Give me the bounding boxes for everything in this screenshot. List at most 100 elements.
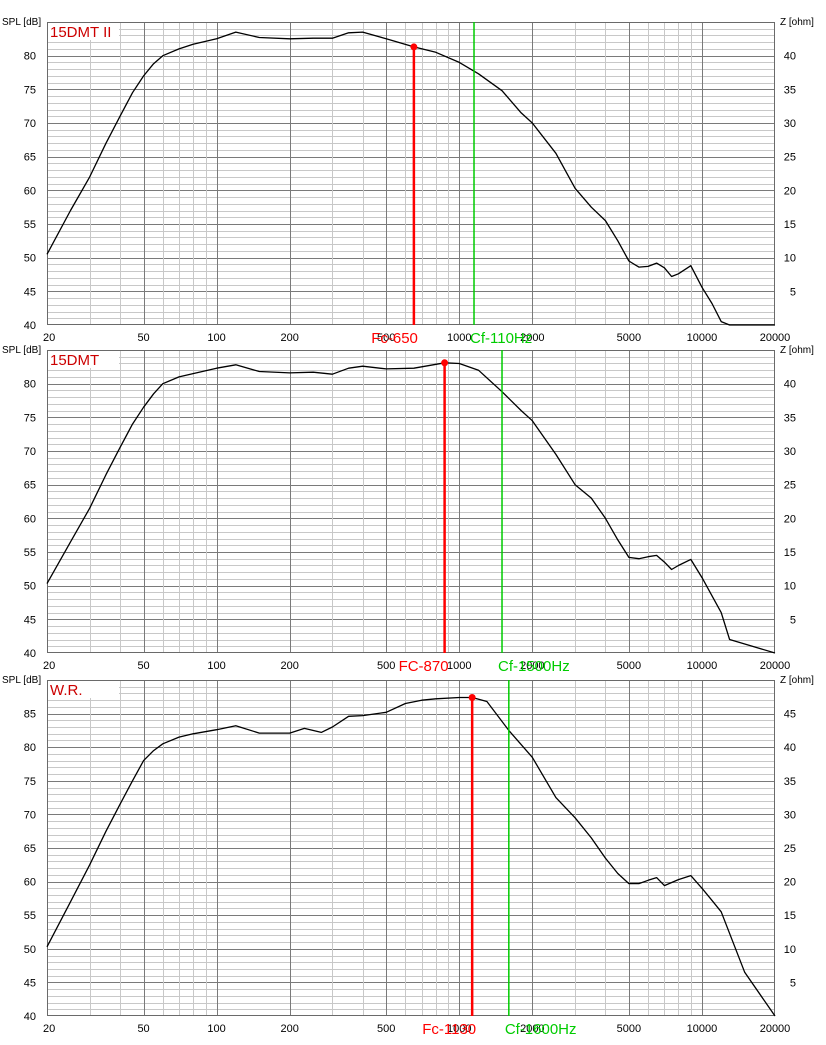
title-box <box>47 680 119 698</box>
y2-axis-label: Z [ohm] <box>780 675 814 686</box>
y-tick-label: 40 <box>24 648 36 660</box>
y-tick-label: 40 <box>24 1011 36 1023</box>
y-tick-label: 45 <box>24 977 36 989</box>
y-tick-label: 45 <box>24 614 36 626</box>
x-tick-label: 20000 <box>760 1023 791 1035</box>
x-tick-label: 5000 <box>617 660 641 672</box>
x-tick-label: 100 <box>207 332 225 344</box>
x-tick-label: 20 <box>43 332 55 344</box>
y-tick-label: 85 <box>24 709 36 721</box>
x-tick-label: 100 <box>207 1023 225 1035</box>
y-tick-label: 45 <box>24 286 36 298</box>
x-tick-label: 1000 <box>447 332 471 344</box>
y-tick-label: 50 <box>24 944 36 956</box>
z-label-box <box>735 22 775 26</box>
y2-tick-label: 25 <box>784 480 796 492</box>
y-tick-label: 50 <box>24 581 36 593</box>
x-tick-label: 200 <box>280 1023 298 1035</box>
y2-axis-label: Z [ohm] <box>780 17 814 28</box>
spl-response-curve <box>46 362 776 654</box>
x-tick-label: 50 <box>137 332 149 344</box>
x-tick-label: 100 <box>207 660 225 672</box>
x-tick-label: 200 <box>280 332 298 344</box>
x-tick-label: 500 <box>377 660 395 672</box>
x-tick-label: 2000 <box>520 1023 544 1035</box>
plot-area <box>47 22 775 325</box>
title-box <box>47 22 119 40</box>
y2-tick-label: 25 <box>784 843 796 855</box>
horizontal-grid <box>47 29 775 319</box>
chart-panel-3: SPL [dB] Z [ohm] 40 45 50 55 60 65 70 75 80 85 5 10 15… <box>2 675 814 1038</box>
x-tick-label: 200 <box>280 660 298 672</box>
y2-tick-label: 5 <box>790 286 796 298</box>
plot-area <box>47 350 775 653</box>
y2-tick-label: 35 <box>784 412 796 424</box>
vertical-grid <box>90 350 703 653</box>
y-tick-label: 55 <box>24 547 36 559</box>
y2-axis-label: Z [ohm] <box>780 345 814 356</box>
x-tick-label: 20000 <box>760 660 791 672</box>
x-tick-label: 1000 <box>447 660 471 672</box>
x-tick-label: 10000 <box>687 1023 718 1035</box>
cutoff-label: Cf-1500Hz <box>498 658 570 675</box>
y-tick-label: 80 <box>24 379 36 391</box>
y2-tick-label: 20 <box>784 877 796 889</box>
x-tick-label: 10000 <box>687 660 718 672</box>
horizontal-grid <box>47 687 775 1010</box>
y-tick-label: 60 <box>24 185 36 197</box>
x-tick-label: 5000 <box>617 1023 641 1035</box>
y2-tick-label: 15 <box>784 219 796 231</box>
y-tick-label: 80 <box>24 742 36 754</box>
cutoff-label: Cf-110Hz <box>470 330 532 347</box>
y-tick-label: 40 <box>24 320 36 332</box>
y-tick-label: 50 <box>24 253 36 265</box>
chart-title: 15DMT <box>50 352 99 369</box>
y2-tick-label: 45 <box>784 709 796 721</box>
y2-tick-label: 15 <box>784 910 796 922</box>
vertical-grid <box>90 680 703 1016</box>
y-tick-label: 65 <box>24 480 36 492</box>
y2-tick-label: 35 <box>784 776 796 788</box>
x-tick-label: 500 <box>377 332 395 344</box>
x-tick-label: 2000 <box>520 332 544 344</box>
y2-tick-label: 30 <box>784 809 796 821</box>
z-label-box <box>735 350 775 354</box>
y-tick-label: 55 <box>24 219 36 231</box>
y-tick-label: 55 <box>24 910 36 922</box>
crossover-marker-dot <box>441 359 449 367</box>
horizontal-grid <box>47 357 775 647</box>
y2-tick-label: 10 <box>784 581 796 593</box>
crossover-marker-dot <box>410 43 418 51</box>
crossover-label: Fc-1130 <box>422 1021 476 1038</box>
y2-tick-label: 20 <box>784 185 796 197</box>
x-tick-label: 20 <box>43 1023 55 1035</box>
y2-tick-label: 5 <box>790 977 796 989</box>
cutoff-label: Cf-1600Hz <box>505 1021 577 1038</box>
y-tick-label: 65 <box>24 843 36 855</box>
y-tick-label: 75 <box>24 84 36 96</box>
y2-tick-label: 25 <box>784 152 796 164</box>
y2-tick-label: 40 <box>784 742 796 754</box>
y2-tick-label: 30 <box>784 118 796 130</box>
y-axis-label: SPL [dB] <box>2 675 41 686</box>
x-tick-label: 500 <box>377 1023 395 1035</box>
plot-frame <box>47 350 775 653</box>
title-box <box>47 350 119 368</box>
y-tick-label: 65 <box>24 152 36 164</box>
x-tick-label: 10000 <box>687 332 718 344</box>
y2-tick-label: 10 <box>784 944 796 956</box>
z-label-box <box>735 680 775 684</box>
y-tick-label: 70 <box>24 446 36 458</box>
y2-tick-label: 20 <box>784 513 796 525</box>
y2-tick-label: 40 <box>784 379 796 391</box>
x-tick-label: 20000 <box>760 332 791 344</box>
y-tick-label: 70 <box>24 118 36 130</box>
y-axis-label: SPL [dB] <box>2 345 41 356</box>
chart-panel-1: SPL [dB] Z [ohm] 40 45 50 55 60 65 70 75 80 5 10 15 20… <box>2 17 814 347</box>
y-tick-label: 75 <box>24 776 36 788</box>
crossover-marker-dot <box>468 693 476 701</box>
y2-tick-label: 40 <box>784 51 796 63</box>
chart-title: W.R. <box>50 682 83 699</box>
spl-response-curve <box>46 696 776 1017</box>
